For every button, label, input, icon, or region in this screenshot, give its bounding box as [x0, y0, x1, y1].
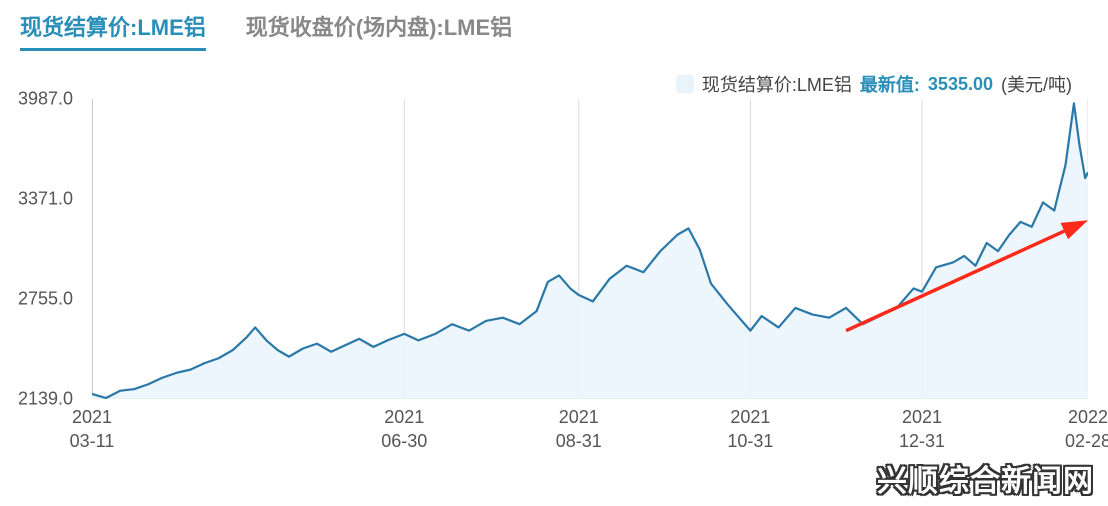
tab-bar: 现货结算价:LME铝 现货收盘价(场内盘):LME铝 — [0, 0, 1108, 65]
x-axis-label: 202108-31 — [556, 405, 602, 454]
watermark: 兴顺综合新闻网 — [877, 456, 1094, 500]
legend-swatch — [676, 75, 694, 93]
y-axis-label: 2755.0 — [18, 289, 88, 310]
x-axis-label: 202202-28 — [1065, 405, 1108, 454]
x-axis-label: 202106-30 — [381, 405, 427, 454]
tab-settlement-price[interactable]: 现货结算价:LME铝 — [20, 10, 206, 51]
legend-unit: (美元/吨) — [1001, 71, 1072, 97]
tab-closing-price[interactable]: 现货收盘价(场内盘):LME铝 — [246, 10, 512, 51]
legend-latest-value: 3535.00 — [928, 74, 993, 95]
y-axis-label: 3987.0 — [18, 89, 88, 110]
x-axis-label: 202103-11 — [70, 405, 115, 454]
legend: 现货结算价:LME铝 最新值: 3535.00 (美元/吨) — [0, 65, 1108, 99]
chart-area: 2139.02755.03371.03987.0 202103-11202106… — [18, 99, 1088, 459]
legend-series-label: 现货结算价:LME铝 — [702, 71, 852, 97]
y-axis-label: 3371.0 — [18, 189, 88, 210]
x-axis-label: 202110-31 — [727, 405, 773, 454]
line-chart-plot — [92, 99, 1088, 399]
legend-latest-label: 最新值: — [860, 71, 920, 97]
x-axis-label: 202112-31 — [899, 405, 945, 454]
